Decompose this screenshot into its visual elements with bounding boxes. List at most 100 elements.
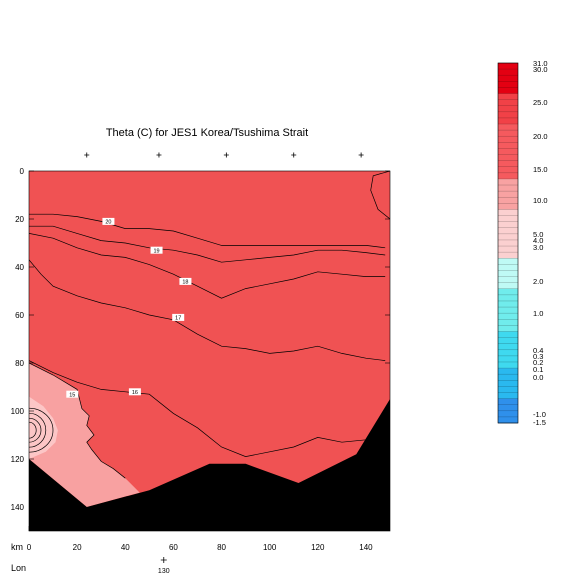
- isotherm-layer: [29, 171, 390, 479]
- colorbar-swatch-17: [498, 166, 518, 174]
- isotherm-16: [29, 360, 386, 457]
- colorbar-label-13: 0.2: [533, 358, 543, 367]
- colorbar-swatch-6: [498, 99, 518, 107]
- colorbar-label-4: 15.0: [533, 165, 548, 174]
- coastal-ring-2: [29, 412, 47, 448]
- colorbar-swatch-33: [498, 264, 518, 271]
- top-position-marker-1: [84, 152, 90, 158]
- colorbar-swatch-3: [498, 81, 518, 88]
- colorbar-swatch-0: [498, 63, 518, 70]
- top-position-marker-3: [223, 152, 229, 158]
- colorbar-swatch-47: [498, 349, 518, 357]
- top-position-marker-5: [358, 152, 364, 158]
- colorbar-swatch-45: [498, 337, 518, 344]
- colorbar-swatch-44: [498, 331, 518, 338]
- coastal-band-fill: [29, 363, 140, 507]
- contour-label-box-15: [66, 390, 79, 398]
- colorbar-swatch-37: [498, 288, 518, 296]
- colorbar-swatch-8: [498, 111, 518, 119]
- colorbar-swatch-38: [498, 294, 518, 302]
- contour-label-box-20: [102, 217, 115, 225]
- contour-label-box-19: [150, 246, 163, 254]
- colorbar-swatch-34: [498, 270, 518, 277]
- colorbar-swatch-25: [498, 215, 518, 222]
- colorbar-swatch-46: [498, 343, 518, 351]
- colorbar-swatch-23: [498, 203, 518, 210]
- chart-title: Theta (C) for JES1 Korea/Tsushima Strait: [106, 127, 308, 139]
- y-tick-label-0: 0: [20, 167, 25, 176]
- x-tick-label-20: 20: [73, 543, 82, 552]
- isotherm-19: [29, 225, 386, 263]
- coastal-ring-1: [29, 407, 54, 453]
- y-tick-label-20: 20: [15, 215, 24, 224]
- x-tick-label-120: 120: [311, 543, 325, 552]
- contour-label-box-16: [128, 388, 141, 396]
- isotherm-18: [29, 233, 386, 299]
- contour-label-18: 18: [182, 280, 188, 286]
- colorbar-swatch-26: [498, 221, 518, 229]
- colorbar-swatch-36: [498, 282, 518, 290]
- colorbar-swatch-50: [498, 368, 518, 375]
- colorbar-swatch-40: [498, 307, 518, 314]
- y-tick-label-120: 120: [11, 455, 25, 464]
- colorbar-label-10: 1.0: [533, 309, 543, 318]
- colorbar-swatch-9: [498, 117, 518, 125]
- coastal-core-fill: [29, 396, 58, 459]
- colorbar-swatch-55: [498, 398, 518, 405]
- colorbar-label-2: 25.0: [533, 98, 548, 107]
- seabed-bathymetry: [29, 399, 390, 531]
- colorbar-swatch-15: [498, 154, 518, 161]
- x-axis-label: km: [11, 542, 23, 552]
- colorbar-label-12: 0.3: [533, 352, 543, 361]
- colorbar-label-0: 31.0: [533, 59, 548, 68]
- colorbar-frame: [497, 62, 519, 424]
- lon-axis-label: Lon: [11, 563, 26, 573]
- colorbar-swatch-49: [498, 361, 518, 369]
- colorbar-swatch-10: [498, 124, 518, 131]
- colorbar-swatch-30: [498, 246, 518, 253]
- lon-tick-label: 130: [158, 568, 170, 575]
- colorbar-swatch-18: [498, 172, 518, 180]
- colorbar-label-17: -1.5: [533, 418, 546, 427]
- contour-label-19: 19: [153, 249, 159, 255]
- contour-label-16: 16: [132, 390, 138, 396]
- colorbar-swatch-56: [498, 404, 518, 412]
- x-tick-label-40: 40: [121, 543, 130, 552]
- colorbar-swatch-7: [498, 105, 518, 113]
- colorbar-label-8: 3.0: [533, 243, 543, 252]
- colorbar-swatch-2: [498, 75, 518, 82]
- colorbar-swatch-4: [498, 87, 518, 94]
- colorbar-swatch-52: [498, 380, 518, 387]
- y-tick-label-60: 60: [15, 311, 24, 320]
- contour-label-box-17: [172, 313, 185, 321]
- colorbar-label-1: 30.0: [533, 65, 548, 74]
- colorbar-swatch-16: [498, 160, 518, 168]
- colorbar-swatch-48: [498, 355, 518, 363]
- top-position-marker-2: [156, 152, 162, 158]
- colorbar-swatch-43: [498, 325, 518, 332]
- y-tick-label-40: 40: [15, 263, 24, 272]
- contour-label-box-18: [179, 277, 192, 285]
- colorbar-swatch-11: [498, 130, 518, 137]
- colorbar-swatch-58: [498, 416, 518, 424]
- colorbar: 31.030.0 25.0 20.0 15.0 10.0 5.04.03.0 2.0 1.0 0…: [497, 59, 548, 427]
- contour-label-15: 15: [69, 393, 75, 399]
- coastal-ring-3: [29, 417, 42, 443]
- colorbar-label-11: 0.4: [533, 346, 543, 355]
- y-tick-label-140: 140: [11, 503, 25, 512]
- colorbar-swatch-51: [498, 374, 518, 381]
- colorbar-swatch-31: [498, 252, 518, 259]
- colorbar-swatch-19: [498, 178, 518, 186]
- colorbar-swatch-12: [498, 136, 518, 143]
- x-tick-label-0: 0: [27, 543, 32, 552]
- colorbar-swatch-32: [498, 258, 518, 265]
- colorbar-swatch-41: [498, 313, 518, 320]
- colorbar-swatch-39: [498, 300, 518, 308]
- x-tick-label-60: 60: [169, 543, 178, 552]
- x-tick-label-100: 100: [263, 543, 277, 552]
- colorbar-swatch-42: [498, 319, 518, 326]
- colorbar-swatch-20: [498, 185, 518, 192]
- coastal-ring-4: [29, 421, 37, 439]
- contour-label-20: 20: [105, 220, 111, 226]
